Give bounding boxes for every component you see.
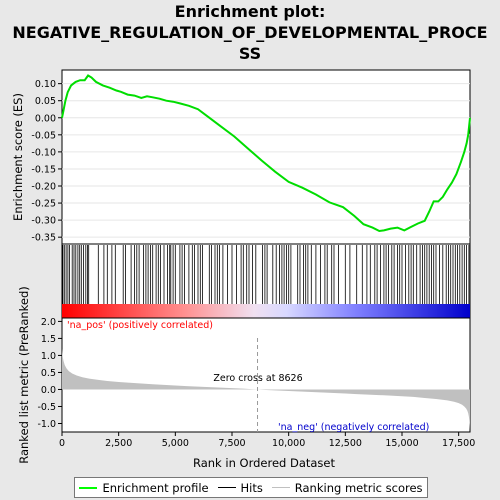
es-y-tick-label: -0.20 bbox=[31, 182, 56, 193]
legend-hits-label: Hits bbox=[240, 480, 263, 495]
ranking-metric-area bbox=[62, 348, 470, 431]
es-gridlines bbox=[62, 83, 470, 238]
es-y-tick-label: -0.05 bbox=[31, 130, 56, 141]
es-panel bbox=[61, 69, 471, 245]
metric-y-tick-label: -1.0 bbox=[37, 419, 56, 430]
title-line-1: Enrichment plot: bbox=[174, 2, 326, 21]
es-y-axis: 0.10 0.05 0.00 -0.05 -0.10 -0.15 -0.20 -0.25 -0.… bbox=[31, 79, 62, 244]
es-y-tick-label: -0.10 bbox=[31, 147, 56, 158]
chart-title: Enrichment plot: NEGATIVE_REGULATION_OF_… bbox=[0, 1, 500, 64]
metric-y-tick-label: 0.5 bbox=[41, 368, 56, 379]
legend-enrichment-swatch bbox=[79, 486, 98, 489]
x-tick-label: 17,500 bbox=[442, 438, 475, 449]
metric-y-axis: 2.0 1.5 1.0 0.5 0.0 -0.5 -1.0 bbox=[37, 317, 62, 430]
legend-enrichment: Enrichment profile bbox=[79, 480, 209, 495]
neg-correlated-label: 'na_neg' (negatively correlated) bbox=[278, 422, 429, 433]
x-tick-label: 7,500 bbox=[218, 438, 245, 449]
hit-lines bbox=[62, 245, 470, 304]
legend: Enrichment profile Hits Ranking metric s… bbox=[74, 477, 428, 498]
x-tick-label: 0 bbox=[59, 438, 65, 449]
title-line-3: SS bbox=[238, 44, 262, 63]
legend-ranking-label: Ranking metric scores bbox=[294, 480, 423, 495]
es-y-tick-label: 0.10 bbox=[35, 79, 56, 90]
legend-ranking: Ranking metric scores bbox=[271, 480, 423, 495]
enrichment-profile-line bbox=[61, 74, 471, 233]
zero-cross-label: Zero cross at 8626 bbox=[213, 373, 302, 384]
es-y-tick-label: 0.00 bbox=[35, 113, 56, 124]
metric-y-tick-label: 1.0 bbox=[41, 351, 56, 362]
x-tick-label: 2,500 bbox=[105, 438, 132, 449]
legend-hits-swatch bbox=[217, 487, 236, 488]
pos-correlated-label: 'na_pos' (positively correlated) bbox=[67, 320, 213, 331]
x-tick-label: 5,000 bbox=[162, 438, 189, 449]
x-tick-label: 12,500 bbox=[329, 438, 362, 449]
heatmap-bar bbox=[62, 304, 470, 318]
x-tick-label: 10,000 bbox=[272, 438, 305, 449]
es-y-tick-label: -0.15 bbox=[31, 164, 56, 175]
title-line-2: NEGATIVE_REGULATION_OF_DEVELOPMENTAL_PRO… bbox=[12, 23, 488, 42]
metric-y-tick-label: 2.0 bbox=[41, 317, 56, 328]
es-y-tick-label: -0.35 bbox=[31, 233, 56, 244]
es-y-tick-label: -0.25 bbox=[31, 199, 56, 210]
metric-y-tick-label: 1.5 bbox=[41, 334, 56, 345]
es-y-tick-label: -0.30 bbox=[31, 216, 56, 227]
metric-y-axis-label: Ranked list metric (PreRanked) bbox=[17, 286, 31, 464]
x-axis: 0 2,500 5,000 7,500 10,000 12,500 15,000 17,500 bbox=[59, 432, 475, 449]
legend-enrichment-label: Enrichment profile bbox=[102, 480, 209, 495]
legend-ranking-swatch bbox=[271, 487, 290, 488]
x-axis-label: Rank in Ordered Dataset bbox=[193, 456, 336, 470]
metric-y-tick-label: 0.0 bbox=[41, 385, 56, 396]
es-y-axis-label: Enrichment score (ES) bbox=[11, 93, 25, 221]
metric-y-tick-label: -0.5 bbox=[37, 402, 56, 413]
x-tick-label: 15,000 bbox=[385, 438, 418, 449]
es-y-tick-label: 0.05 bbox=[35, 96, 56, 107]
legend-hits: Hits bbox=[217, 480, 263, 495]
